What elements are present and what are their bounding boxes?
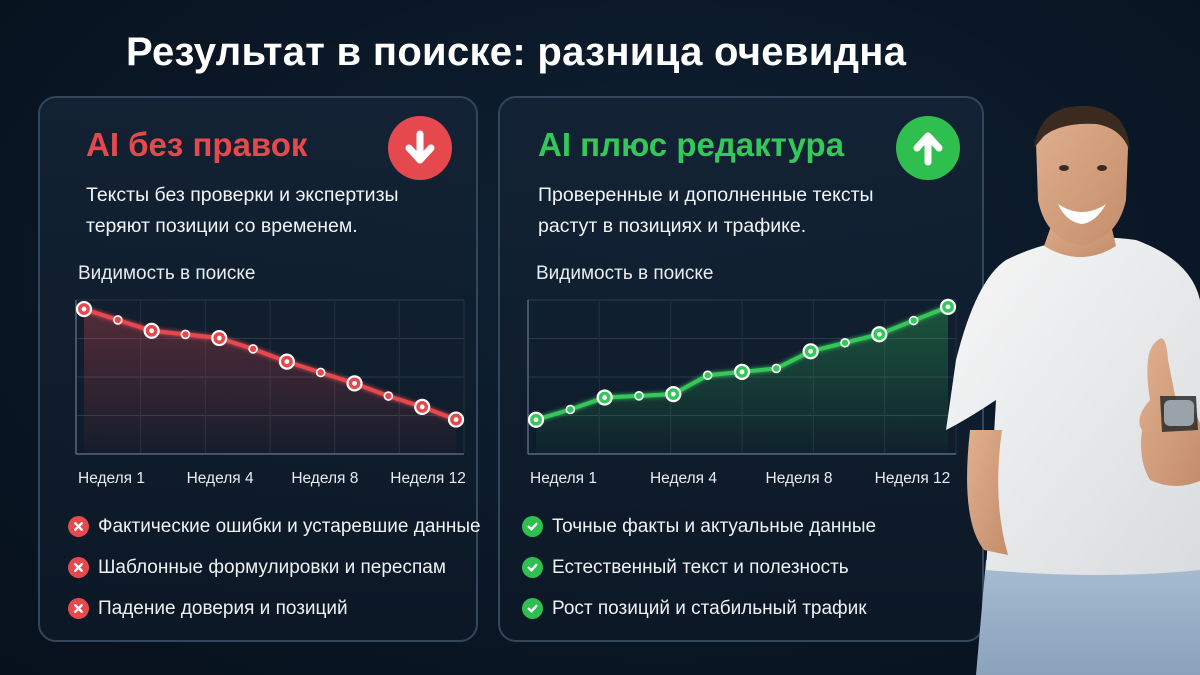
card-description: Тексты без проверки и экспертизы теряют … (86, 184, 399, 237)
list-item-text: Шаблонные формулировки и переспам (98, 556, 446, 578)
card-heading: AI плюс редактура (538, 126, 845, 163)
chart-label: Видимость в поиске (78, 263, 256, 284)
card-description: Проверенные и дополненные тексты растут … (538, 184, 874, 237)
arrow-up-icon (896, 116, 960, 180)
data-point (840, 337, 850, 348)
list-item-text: Рост позиций и стабильный трафик (552, 597, 867, 619)
issues-list: Фактические ошибки и устаревшие данные Ш… (68, 506, 481, 629)
x-tick-label: Неделя 8 (291, 470, 358, 487)
x-tick-label: Неделя 4 (187, 470, 254, 487)
arrow-down-icon (388, 116, 452, 180)
list-item: Точные факты и актуальные данные (522, 506, 876, 547)
cross-icon (68, 516, 89, 537)
check-icon (522, 516, 543, 537)
data-point (113, 315, 123, 325)
data-point-center (533, 417, 539, 423)
data-point-center (216, 335, 222, 341)
data-point-center (602, 395, 608, 400)
data-point (383, 391, 394, 401)
x-tick-label: Неделя 1 (78, 470, 145, 487)
data-point (565, 404, 576, 415)
card-heading: AI без правок (86, 126, 308, 163)
card-ai-without-edits: AI без правок Тексты без проверки и эксп… (38, 96, 481, 642)
list-item-text: Фактические ошибки и устаревшие данные (98, 515, 481, 537)
data-point (702, 370, 713, 381)
data-point-center (739, 369, 745, 375)
list-item: Шаблонные формулировки и переспам (68, 547, 481, 588)
list-item: Рост позиций и стабильный трафик (522, 588, 876, 629)
chart-label: Видимость в поиске (536, 263, 714, 284)
data-point (634, 391, 644, 401)
check-icon (522, 598, 543, 619)
benefits-list: Точные факты и актуальные данные Естеств… (522, 506, 876, 629)
presenter-photo (946, 105, 1200, 675)
x-tick-label: Неделя 1 (530, 470, 597, 487)
data-point (908, 315, 919, 326)
x-tick-label: Неделя 12 (390, 470, 466, 487)
data-point (248, 344, 258, 354)
data-point-center (670, 391, 676, 397)
x-tick-label: Неделя 8 (766, 470, 833, 487)
list-item-text: Естественный текст и полезность (552, 556, 849, 578)
data-point-center (81, 306, 87, 312)
data-point-center (876, 331, 882, 337)
data-point (771, 363, 782, 374)
list-item: Естественный текст и полезность (522, 547, 876, 588)
data-point-center (808, 348, 814, 354)
page-title: Результат в поиске: разница очевидна (126, 30, 907, 74)
data-point-center (284, 359, 290, 364)
series-area (84, 309, 456, 454)
visibility-chart-declining: Неделя 1 Неделя 4 Неделя 8 Неделя 12 (75, 299, 466, 487)
list-item: Падение доверия и позиций (68, 588, 481, 629)
list-item-text: Падение доверия и позиций (98, 597, 348, 619)
data-point-center (419, 404, 425, 410)
data-point-center (352, 380, 357, 386)
data-point-center (453, 417, 459, 422)
list-item: Фактические ошибки и устаревшие данные (68, 506, 481, 547)
visibility-chart-growing: Неделя 1 Неделя 4 Неделя 8 Неделя 12 (527, 298, 957, 487)
cross-icon (68, 598, 89, 619)
list-item-text: Точные факты и актуальные данные (552, 515, 877, 537)
x-tick-label: Неделя 4 (650, 470, 717, 487)
x-tick-label: Неделя 12 (875, 470, 951, 487)
data-point-center (945, 304, 951, 310)
data-point (180, 329, 191, 340)
card-ai-with-editing: AI плюс редактура Проверенные и дополнен… (498, 96, 984, 642)
data-point-center (149, 328, 155, 334)
check-icon (522, 557, 543, 578)
cross-icon (68, 557, 89, 578)
data-point (315, 367, 326, 378)
